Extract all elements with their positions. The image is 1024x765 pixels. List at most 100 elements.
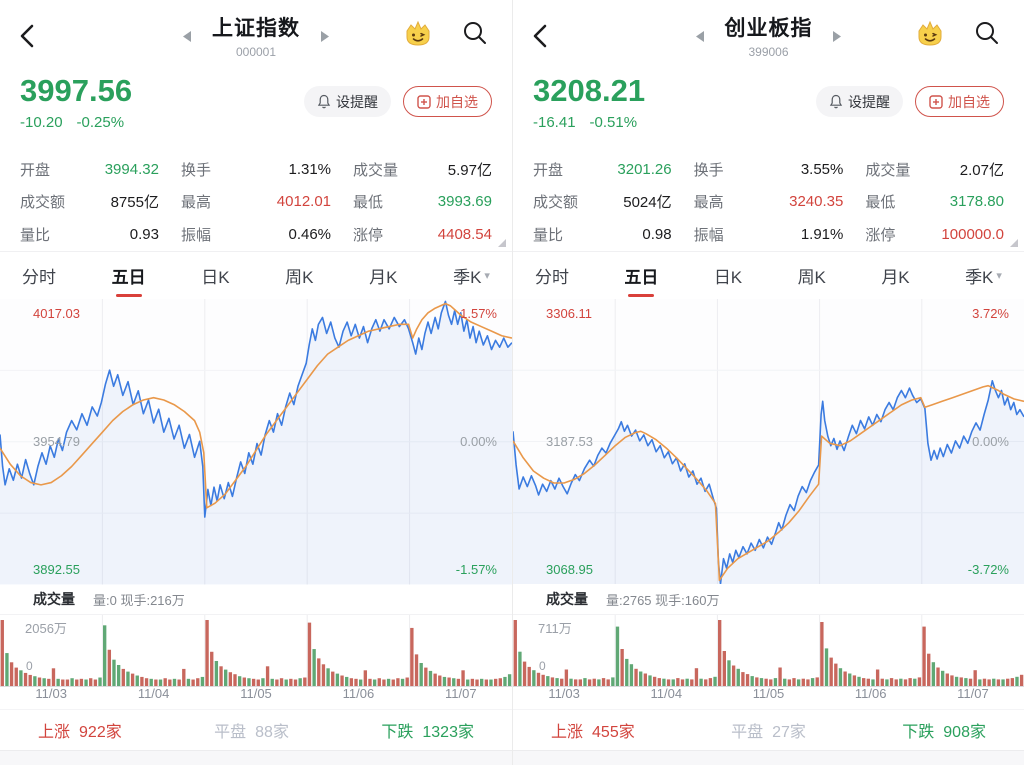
bottom-divider xyxy=(513,750,1024,765)
date-axis: 11/03 11/04 11/05 11/06 11/07 xyxy=(513,686,1024,709)
set-alert-label: 设提醒 xyxy=(848,93,890,110)
chart-period-tabs: 分时 五日 日K 周K 月K 季K ▾ xyxy=(513,252,1024,299)
title-block: 创业板指 399006 xyxy=(669,12,869,59)
price-change-pct: -0.51% xyxy=(589,114,638,131)
set-alert-label: 设提醒 xyxy=(336,93,378,110)
current-price: 3997.56 xyxy=(20,73,133,108)
tab-weekly-k[interactable]: 周K xyxy=(797,268,826,287)
volume-zero-label: 0 xyxy=(26,659,33,673)
price-section: 3997.56 -10.20 -0.25% 设提醒 加自选 xyxy=(0,74,512,148)
volume-max-label: 2056万 xyxy=(25,621,67,636)
date-tick: 11/03 xyxy=(548,686,580,701)
date-tick: 11/07 xyxy=(445,686,477,701)
stat-high: 最高 4012.01 xyxy=(180,193,332,212)
title-block: 上证指数 000001 xyxy=(156,12,356,59)
date-tick: 11/06 xyxy=(342,686,375,701)
set-alert-button[interactable]: 设提醒 xyxy=(304,86,391,117)
mascot-emoji-icon[interactable] xyxy=(402,18,434,55)
current-price: 3208.21 xyxy=(533,73,646,108)
search-icon[interactable] xyxy=(462,20,488,51)
stat-volume: 成交量 5.97亿 xyxy=(353,162,492,179)
mascot-emoji-icon[interactable] xyxy=(914,18,946,55)
add-watchlist-button[interactable]: 加自选 xyxy=(403,86,492,117)
stock-code: 399006 xyxy=(748,45,789,59)
prev-stock-icon[interactable] xyxy=(695,30,705,48)
stat-limit-up: 涨停 100000.0 xyxy=(865,225,1004,244)
decliners-stat: 下跌 1323家 xyxy=(381,724,474,741)
date-tick: 11/04 xyxy=(137,686,170,701)
next-stock-icon[interactable] xyxy=(832,30,842,48)
search-icon[interactable] xyxy=(974,20,1000,51)
volume-chart[interactable]: 2056万 0 xyxy=(0,614,512,688)
five-day-price-chart[interactable]: 4017.03 3954.79 3892.55 1.57% 0.00% -1.5… xyxy=(0,299,512,585)
tab-monthly-k[interactable]: 月K xyxy=(881,268,910,287)
tab-quarterly-k[interactable]: 季K ▾ xyxy=(453,268,490,287)
date-tick: 11/05 xyxy=(752,686,785,701)
price-change-pct: -0.25% xyxy=(76,114,125,131)
add-watchlist-label: 加自选 xyxy=(948,93,990,110)
unchanged-stat: 平盘 88家 xyxy=(214,724,289,741)
volume-header: 成交量 量:2765 现手:160万 xyxy=(513,584,1024,614)
date-axis: 11/03 11/04 11/05 11/06 11/07 xyxy=(0,686,512,709)
stat-amplitude: 振幅 1.91% xyxy=(693,225,844,244)
price-chart-canvas xyxy=(513,299,1024,584)
back-icon[interactable] xyxy=(529,22,555,55)
tab-five-day[interactable]: 五日 xyxy=(112,263,146,288)
tab-five-day[interactable]: 五日 xyxy=(624,263,658,288)
unchanged-stat: 平盘 27家 xyxy=(731,724,806,741)
volume-info: 量:0 现手:216万 xyxy=(93,592,185,608)
tab-quarterly-k[interactable]: 季K ▾ xyxy=(965,268,1002,287)
page-title: 创业板指 xyxy=(724,17,813,40)
tab-weekly-k[interactable]: 周K xyxy=(285,268,314,287)
stock-code: 000001 xyxy=(235,45,277,59)
tab-minute[interactable]: 分时 xyxy=(22,268,56,287)
next-stock-icon[interactable] xyxy=(320,30,330,48)
stat-low: 最低 3178.80 xyxy=(865,193,1004,212)
prev-stock-icon[interactable] xyxy=(182,30,192,48)
date-tick: 11/04 xyxy=(650,686,683,701)
stat-amplitude: 振幅 0.46% xyxy=(180,225,332,244)
price-change: -10.20 xyxy=(20,114,63,131)
stat-open: 开盘 3201.26 xyxy=(533,161,672,179)
set-alert-button[interactable]: 设提醒 xyxy=(816,86,903,117)
tab-monthly-k[interactable]: 月K xyxy=(369,268,398,287)
price-section: 3208.21 -16.41 -0.51% 设提醒 加自选 xyxy=(513,74,1024,148)
volume-chart[interactable]: 711万 0 xyxy=(513,614,1024,687)
plus-square-icon xyxy=(929,94,943,109)
header-bar: 创业板指 399006 xyxy=(513,0,1024,74)
volume-title: 成交量 xyxy=(546,591,588,607)
advancers-stat: 上涨 455家 xyxy=(551,724,635,741)
expand-stats-icon[interactable] xyxy=(498,239,506,247)
add-watchlist-button[interactable]: 加自选 xyxy=(915,86,1004,117)
volume-header: 成交量 量:0 现手:216万 xyxy=(0,584,512,614)
index-panel: 创业板指 399006 3208.21 -16.41 xyxy=(512,0,1024,765)
stat-turnover-rate: 换手 3.55% xyxy=(693,161,844,179)
tab-daily-k[interactable]: 日K xyxy=(713,268,743,287)
stats-grid: 开盘 3201.26 换手 3.55% 成交量 2.07亿 成交额 5024亿 最高 32… xyxy=(513,148,1024,252)
bell-icon xyxy=(317,94,331,109)
tab-daily-k[interactable]: 日K xyxy=(201,268,230,287)
volume-chart-canvas xyxy=(0,615,512,688)
price-change-row: -16.41 -0.51% xyxy=(533,114,1004,131)
plus-square-icon xyxy=(417,94,431,109)
volume-zero-label: 0 xyxy=(539,659,546,673)
volume-title: 成交量 xyxy=(33,591,75,607)
tab-minute[interactable]: 分时 xyxy=(535,268,569,287)
stat-high: 最高 3240.35 xyxy=(693,193,844,212)
volume-max-label: 711万 xyxy=(538,621,572,636)
expand-stats-icon[interactable] xyxy=(1010,239,1018,247)
price-change-row: -10.20 -0.25% xyxy=(20,114,492,131)
chevron-down-icon: ▾ xyxy=(484,270,490,282)
stat-turnover: 成交额 5024亿 xyxy=(533,194,672,212)
index-panel: 上证指数 000001 3997.56 -10.20 xyxy=(0,0,512,765)
five-day-price-chart[interactable]: 3306.11 3187.53 3068.95 3.72% 0.00% -3.7… xyxy=(513,299,1024,584)
stat-volume-ratio: 量比 0.98 xyxy=(533,225,672,244)
market-breadth-row: 上涨 922家 平盘 88家 下跌 1323家 xyxy=(0,709,512,750)
stats-grid: 开盘 3994.32 换手 1.31% 成交量 5.97亿 成交额 8755亿 最高 40… xyxy=(0,148,512,252)
add-watchlist-label: 加自选 xyxy=(436,93,478,110)
stat-limit-up: 涨停 4408.54 xyxy=(353,225,492,244)
chevron-down-icon: ▾ xyxy=(996,270,1002,282)
date-tick: 11/07 xyxy=(957,686,989,701)
stat-open: 开盘 3994.32 xyxy=(20,161,159,179)
back-icon[interactable] xyxy=(16,22,42,55)
